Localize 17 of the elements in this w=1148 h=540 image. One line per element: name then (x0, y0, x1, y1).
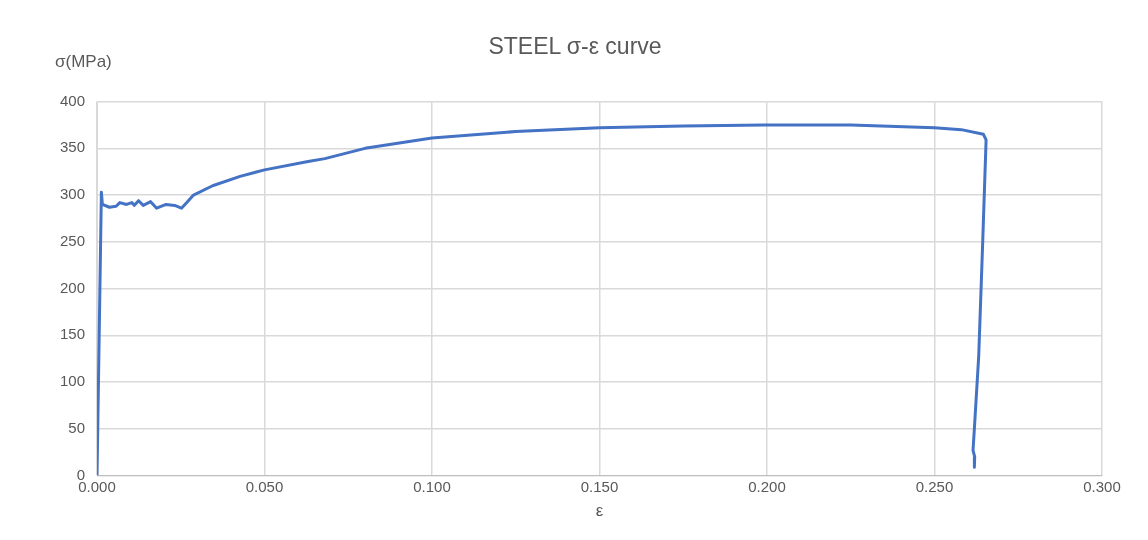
x-tick-label: 0.100 (413, 477, 451, 495)
x-tick-label: 0.300 (1083, 477, 1121, 495)
x-tick-label: 0.200 (748, 477, 786, 495)
y-tick-label: 50 (68, 418, 86, 436)
y-tick-label: 350 (60, 138, 86, 156)
x-tick-label: 0.250 (915, 477, 954, 495)
y-tick-label: 400 (60, 91, 86, 109)
x-axis-title: ε (595, 501, 604, 521)
y-tick-label: 300 (60, 185, 86, 203)
y-tick-label: 200 (60, 278, 86, 296)
chart-title: STEEL σ-ε curve (488, 33, 662, 60)
y-tick-label: 150 (60, 325, 86, 343)
x-tick-label: 0.150 (580, 477, 619, 495)
x-tick-label: 0.050 (245, 477, 284, 495)
y-tick-label: 250 (60, 231, 86, 249)
y-tick-label: 100 (60, 372, 86, 390)
y-axis-title: σ(MPa) (55, 51, 112, 71)
